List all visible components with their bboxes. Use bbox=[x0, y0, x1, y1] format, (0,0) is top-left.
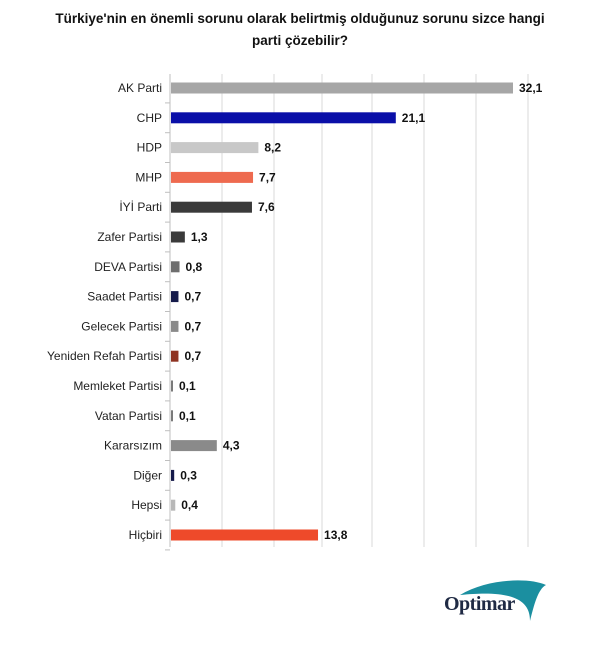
category-label: Hiçbiri bbox=[129, 528, 162, 542]
bar bbox=[171, 380, 173, 392]
category-label: Saadet Partisi bbox=[87, 290, 162, 304]
bar bbox=[171, 82, 513, 94]
category-label: Yeniden Refah Partisi bbox=[47, 349, 162, 363]
value-label: 7,7 bbox=[259, 170, 276, 184]
value-label: 0,1 bbox=[179, 409, 196, 423]
chart-title-line-1: Türkiye'nin en önemli sorunu olarak beli… bbox=[55, 11, 545, 26]
bar bbox=[171, 291, 179, 303]
bar bbox=[171, 142, 259, 154]
value-label: 32,1 bbox=[519, 81, 543, 95]
bar bbox=[171, 410, 173, 422]
logo-text: Optimar bbox=[444, 593, 515, 615]
category-label: CHP bbox=[137, 111, 162, 125]
category-label: AK Parti bbox=[118, 81, 162, 95]
bar bbox=[171, 171, 254, 183]
bar bbox=[171, 112, 396, 124]
category-label: Diğer bbox=[133, 468, 162, 482]
bar bbox=[171, 499, 176, 511]
bar bbox=[171, 350, 179, 362]
value-label: 0,3 bbox=[180, 468, 197, 482]
bar bbox=[171, 469, 175, 481]
value-label: 1,3 bbox=[191, 230, 208, 244]
bar bbox=[171, 320, 179, 332]
value-label: 0,1 bbox=[179, 379, 196, 393]
bar bbox=[171, 440, 217, 452]
value-label: 0,7 bbox=[184, 290, 201, 304]
bar bbox=[171, 201, 252, 213]
category-label: Kararsızım bbox=[104, 439, 162, 453]
category-label: DEVA Partisi bbox=[94, 260, 162, 274]
category-label: Vatan Partisi bbox=[95, 409, 162, 423]
value-label: 0,7 bbox=[184, 319, 201, 333]
logo-swoosh-icon bbox=[460, 580, 546, 621]
category-label: MHP bbox=[135, 170, 162, 184]
value-label: 0,7 bbox=[184, 349, 201, 363]
category-label: Memleket Partisi bbox=[73, 379, 162, 393]
value-label: 7,6 bbox=[258, 200, 275, 214]
bar bbox=[171, 261, 180, 273]
bar bbox=[171, 231, 185, 243]
category-label: Hepsi bbox=[131, 498, 162, 512]
value-label: 0,8 bbox=[186, 260, 203, 274]
bar bbox=[171, 529, 319, 541]
value-label: 4,3 bbox=[223, 439, 240, 453]
category-label: HDP bbox=[137, 141, 162, 155]
value-label: 8,2 bbox=[264, 141, 281, 155]
value-label: 0,4 bbox=[181, 498, 198, 512]
value-label: 21,1 bbox=[402, 111, 426, 125]
chart-title-line-2: parti çözebilir? bbox=[251, 33, 349, 48]
category-label: Gelecek Partisi bbox=[81, 319, 162, 333]
category-label: Zafer Partisi bbox=[97, 230, 162, 244]
optimar-logo: Optimar bbox=[438, 577, 550, 627]
bar-chart: AK Parti 32,1 CHP 21,1 HDP 8,2 MHP 7,7 İYİ Parti… bbox=[47, 74, 543, 551]
value-label: 13,8 bbox=[324, 528, 348, 542]
category-label: İYİ Parti bbox=[119, 200, 162, 214]
chart-title: Türkiye'nin en önemli sorunu olarak beli… bbox=[20, 8, 580, 52]
